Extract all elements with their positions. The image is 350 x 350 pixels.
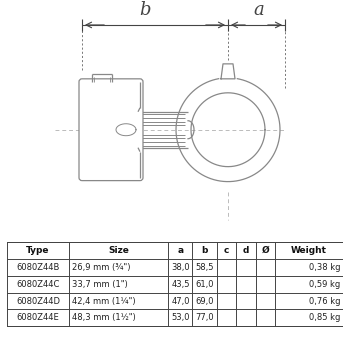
Text: 53,0: 53,0 bbox=[171, 313, 190, 322]
Text: 0,38 kg: 0,38 kg bbox=[309, 263, 340, 272]
Text: a: a bbox=[177, 246, 183, 255]
Text: 0,59 kg: 0,59 kg bbox=[309, 280, 340, 289]
Text: c: c bbox=[224, 246, 229, 255]
Text: 6080Z44C: 6080Z44C bbox=[16, 280, 60, 289]
Text: a: a bbox=[253, 1, 264, 19]
Text: b: b bbox=[201, 246, 208, 255]
FancyBboxPatch shape bbox=[79, 79, 143, 181]
Text: 6080Z44B: 6080Z44B bbox=[16, 263, 60, 272]
Text: 47,0: 47,0 bbox=[171, 296, 190, 306]
Text: 77,0: 77,0 bbox=[195, 313, 214, 322]
Polygon shape bbox=[221, 64, 235, 79]
Text: Ø: Ø bbox=[261, 246, 269, 255]
Text: b: b bbox=[139, 1, 151, 19]
Text: 33,7 mm (1"): 33,7 mm (1") bbox=[72, 280, 128, 289]
Text: 42,4 mm (1¼"): 42,4 mm (1¼") bbox=[72, 296, 135, 306]
Text: 26,9 mm (¾"): 26,9 mm (¾") bbox=[72, 263, 130, 272]
Text: d: d bbox=[243, 246, 249, 255]
Text: 0,85 kg: 0,85 kg bbox=[309, 313, 340, 322]
Text: 6080Z44E: 6080Z44E bbox=[17, 313, 60, 322]
Text: 38,0: 38,0 bbox=[171, 263, 190, 272]
Text: Type: Type bbox=[26, 246, 50, 255]
Text: 6080Z44D: 6080Z44D bbox=[16, 296, 60, 306]
Text: 69,0: 69,0 bbox=[196, 296, 214, 306]
Text: 48,3 mm (1½"): 48,3 mm (1½") bbox=[72, 313, 135, 322]
Text: 0,76 kg: 0,76 kg bbox=[309, 296, 340, 306]
Text: Weight: Weight bbox=[291, 246, 327, 255]
Text: Size: Size bbox=[108, 246, 129, 255]
Text: 61,0: 61,0 bbox=[196, 280, 214, 289]
Text: 43,5: 43,5 bbox=[171, 280, 190, 289]
Text: 58,5: 58,5 bbox=[196, 263, 214, 272]
Bar bbox=[7, 243, 343, 326]
